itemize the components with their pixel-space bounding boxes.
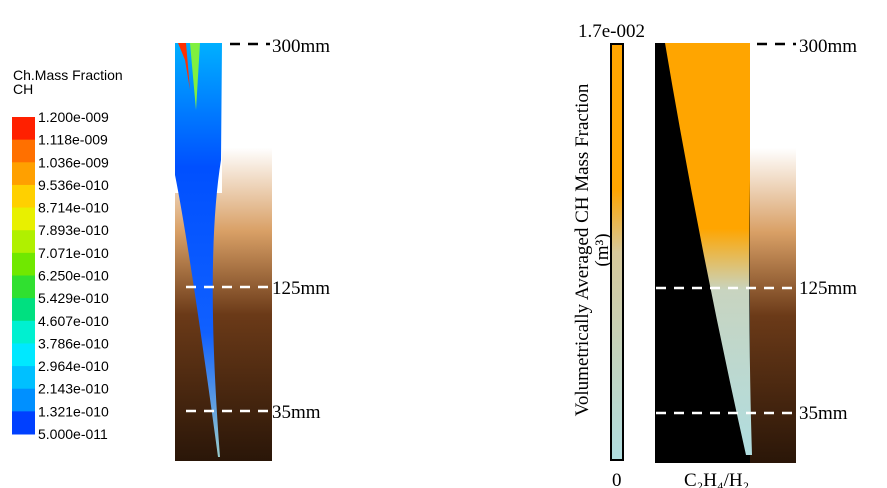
marker-label: 125mm xyxy=(799,278,857,299)
legend-label: 1.200e-009 xyxy=(38,109,109,125)
legend-label: 1.036e-009 xyxy=(38,154,109,170)
legend-swatch xyxy=(12,366,35,389)
legend-swatch xyxy=(12,140,35,163)
legend-label: 1.118e-009 xyxy=(38,132,108,148)
legend-swatch xyxy=(12,389,35,412)
caption: C₂H₄/H₂ xyxy=(684,470,749,488)
legend-label: 6.250e-010 xyxy=(38,268,109,284)
figure: Ch.Mass Fraction CH 300mm 125mm 35mm 1.7… xyxy=(0,0,887,488)
flame-glow xyxy=(750,43,796,463)
legend-swatch xyxy=(12,253,35,276)
legend-label: 4.607e-010 xyxy=(38,313,109,329)
legend-label: 5.000e-011 xyxy=(38,426,108,442)
marker-label: 125mm xyxy=(272,278,330,299)
legend-swatch xyxy=(12,411,35,434)
legend-swatch xyxy=(12,321,35,344)
legend-label: 7.893e-010 xyxy=(38,222,109,238)
legend-label: 9.536e-010 xyxy=(38,177,109,193)
legend-label: 2.143e-010 xyxy=(38,381,109,397)
legend-label: 8.714e-010 xyxy=(38,200,109,216)
marker-label: 35mm xyxy=(272,402,321,423)
colorbar-min: 0 xyxy=(612,470,622,488)
legend-label: 7.071e-010 xyxy=(38,245,109,261)
marker-label: 300mm xyxy=(799,36,857,57)
legend-swatch xyxy=(12,208,35,231)
legend-swatch xyxy=(12,162,35,185)
legend-swatch xyxy=(12,298,35,321)
legend-subtitle: CH xyxy=(13,81,33,97)
legend-label: 2.964e-010 xyxy=(38,358,109,374)
colorbar-max: 1.7e-002 xyxy=(578,21,645,42)
marker-label: 35mm xyxy=(799,403,848,424)
legend-label: 3.786e-010 xyxy=(38,335,109,351)
legend-swatch xyxy=(12,117,35,140)
legend-swatch xyxy=(12,230,35,253)
legend-label: 1.321e-010 xyxy=(38,403,109,419)
colorbar-label: Volumetrically Averaged CH Mass Fraction xyxy=(572,83,593,416)
legend-swatch xyxy=(12,276,35,299)
marker-label: 300mm xyxy=(272,36,330,57)
legend-swatch xyxy=(12,343,35,366)
legend-swatch xyxy=(12,185,35,208)
legend-label: 5.429e-010 xyxy=(38,290,109,306)
colorbar-unit: (m³) xyxy=(592,233,613,266)
